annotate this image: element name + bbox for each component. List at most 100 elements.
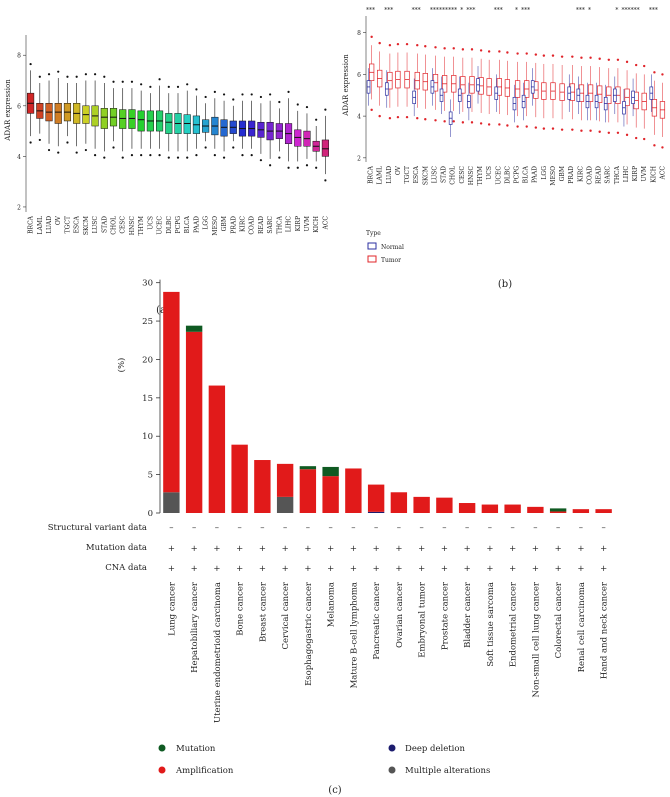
mutation-data-mark: + [213, 544, 220, 554]
panel-b-tumor-outlier [598, 57, 601, 60]
panel-c-xtick-label: Hand and neck cancer [600, 581, 610, 679]
panel-c-bar-segment [367, 484, 385, 512]
panel-b-xtick-label: KIRP [632, 166, 639, 181]
panel-a-box [119, 109, 127, 129]
panel-c-bar-segment [185, 331, 203, 513]
panel-c-bar-segment [413, 496, 430, 513]
cna-data-mark: + [509, 564, 516, 574]
panel-a-box [321, 139, 329, 157]
panel-a-outlier [296, 166, 299, 169]
panel-a-outlier [47, 148, 51, 152]
panel-b-tumor-outlier [396, 115, 400, 119]
panel-c-bar-segment [254, 460, 271, 513]
panel-b-tumor-outlier [416, 44, 419, 47]
panel-c-bar-segment [299, 466, 317, 470]
panel-a-outlier [84, 73, 87, 76]
panel-b-xtick-label: SKCM [422, 166, 429, 185]
panel-b-ytick-label: 4 [357, 114, 361, 121]
mutation-data-mark: + [168, 544, 175, 554]
panel-a-xtick-label: UCS [147, 216, 154, 230]
structural-variant-mark: – [420, 523, 424, 533]
panel-c-bar-segment [572, 509, 590, 513]
panel-b-ylabel: ADAR expression [342, 54, 350, 117]
panel-b-tumor-outlier [534, 53, 538, 56]
panel-b-tumor-outlier [487, 50, 491, 53]
panel-b-tumor-outlier [560, 55, 564, 58]
mutation-data-mark: + [236, 544, 243, 554]
panel-a-outlier [75, 75, 78, 78]
panel-b-tumor-outlier [498, 123, 501, 126]
mutation-data-mark: + [486, 544, 493, 554]
panel-c-ytick-label: 25 [142, 317, 153, 327]
structural-variant-mark: – [442, 523, 446, 533]
cna-data-mark: + [600, 564, 607, 574]
panel-a-yticks: 2 4 6 8 [17, 35, 27, 212]
row-label-mutation: Mutation data [86, 543, 147, 553]
panel-c-xtick-label: Ovarian cancer [395, 581, 405, 648]
panel-c-xtick-label: Lung cancer [167, 581, 177, 636]
structural-variant-mark: – [579, 523, 583, 533]
panel-c-bar-segment [390, 492, 408, 513]
panel-b-tumor-outlier [479, 122, 483, 125]
mutation-data-mark: + [282, 544, 289, 554]
panel-b-xtick-label: THCA [614, 165, 621, 184]
panel-a-xtick-label: PCPG [175, 216, 182, 234]
panel-a-outlier [250, 93, 253, 96]
legend-type-title: Type [366, 230, 381, 237]
mutation-data-mark: + [464, 544, 471, 554]
panel-a-xtick-label: CHOL [111, 216, 118, 235]
structural-variant-mark: – [397, 523, 401, 533]
panel-a-xtick-label: COAD [249, 216, 256, 235]
panel-b-xtick-label: UCS [486, 166, 493, 180]
panel-a-outlier [130, 80, 134, 83]
mutation-data-mark: + [395, 544, 402, 554]
cna-data-mark: + [350, 564, 357, 574]
panel-b-tumor-outlier [551, 54, 555, 57]
panel-b-tumor-outlier [551, 127, 555, 130]
panel-c-xtick-label: Uterine endometrioid carcinoma [213, 582, 223, 723]
panel-a-outlier [112, 80, 115, 83]
panel-c-xtick-label: Colorectal cancer [554, 581, 564, 658]
panel-c-xtick-label: Soft tissue sarcoma [486, 582, 496, 667]
panel-c-bar-segment [231, 444, 248, 513]
cna-data-mark: + [418, 564, 425, 574]
panel-b-xtick-label: KICH [650, 166, 657, 183]
structural-variant-mark: – [488, 523, 492, 533]
panel-a-outlier [259, 95, 263, 99]
panel-a-outlier [250, 154, 253, 157]
panel-c-bar-segment [458, 503, 476, 513]
panel-a-outlier [259, 159, 263, 162]
panel-b-tumor-outlier [396, 42, 400, 46]
cna-data-mark: + [168, 564, 175, 574]
panel-c-xtick-label: Pancreatic cancer [372, 581, 382, 659]
panel-c-bar-segment [163, 291, 180, 493]
panel-b-xtick-label: BLCA [523, 165, 530, 183]
panel-b-xtick-label: LIHC [623, 166, 630, 183]
panel-b-xtick-label: UVM [641, 166, 648, 182]
panel-b-ytick-label: 8 [357, 30, 361, 37]
panel-a-box [183, 114, 191, 134]
panel-a-outlier [149, 85, 152, 88]
panel-b-tumor-outlier [653, 144, 656, 147]
panel-b-ytick-label: 2 [357, 155, 361, 162]
panel-a-outlier [287, 166, 290, 169]
panel-a-outlier [241, 93, 244, 96]
legend-multiple-label: Multiple alterations [405, 766, 490, 776]
panel-a-box [100, 108, 108, 129]
panel-b-tumor-outlier [616, 58, 620, 61]
structural-variant-mark: – [533, 523, 537, 533]
structural-variant-mark: – [260, 523, 264, 533]
structural-variant-mark: – [169, 523, 173, 533]
panel-a-box [294, 129, 302, 147]
panel-c-bar-segment [322, 466, 339, 477]
cna-data-mark: + [486, 564, 493, 574]
panel-c-bar-segment [595, 509, 612, 513]
panel-b-tumor-outlier [580, 56, 583, 59]
panel-b-legend: Type Normal Tumor [366, 230, 404, 264]
panel-b-tumor-outlier [580, 129, 583, 132]
panel-b-tumor-outlier [461, 121, 465, 124]
cna-data-mark: + [304, 564, 311, 574]
panel-a-xtick-label: BLCA [184, 215, 191, 233]
panel-b-xtick-label: PRAD [568, 166, 575, 184]
panel-a-outlier [93, 73, 97, 76]
